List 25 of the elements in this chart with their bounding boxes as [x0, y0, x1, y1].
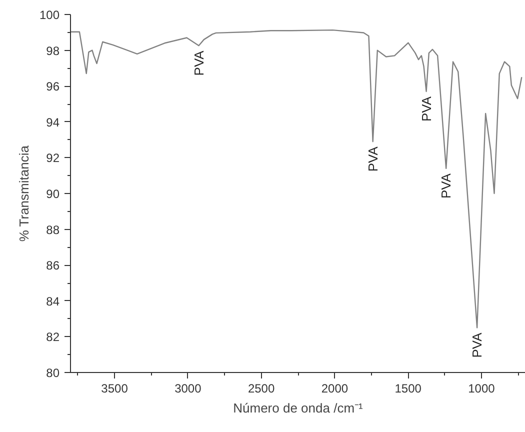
annotation: PVA	[470, 332, 485, 358]
y-tick-label: 88	[46, 222, 60, 237]
annotation: PVA	[365, 146, 380, 172]
line-series	[70, 29, 522, 328]
x-axis-title: Número de onda /cm⁻¹	[233, 400, 364, 416]
y-tick-label: 94	[46, 115, 60, 130]
x-tick-label: 1000	[468, 382, 496, 396]
x-tick-label: 2000	[321, 382, 348, 396]
y-tick-label: 96	[46, 80, 60, 94]
y-tick-label: 90	[46, 187, 60, 201]
x-tick-label: 3000	[174, 382, 202, 396]
x-tick-label: 2500	[248, 382, 275, 396]
y-tick-label: 82	[46, 330, 60, 344]
y-tick-label: 80	[46, 366, 60, 380]
y-tick-label: 92	[46, 151, 60, 166]
y-tick-label: 84	[46, 294, 60, 308]
y-tick-label: 100	[39, 8, 60, 22]
annotation: PVA	[438, 173, 454, 198]
y-tick-label: 86	[46, 258, 60, 273]
annotation: PVA	[418, 96, 434, 122]
x-tick-label: 3500	[101, 382, 128, 396]
y-axis-title: % Transmitancia	[16, 144, 32, 242]
y-tick-label: 98	[46, 44, 60, 58]
x-tick-label: 1500	[394, 382, 422, 396]
annotation: PVA	[191, 50, 206, 76]
